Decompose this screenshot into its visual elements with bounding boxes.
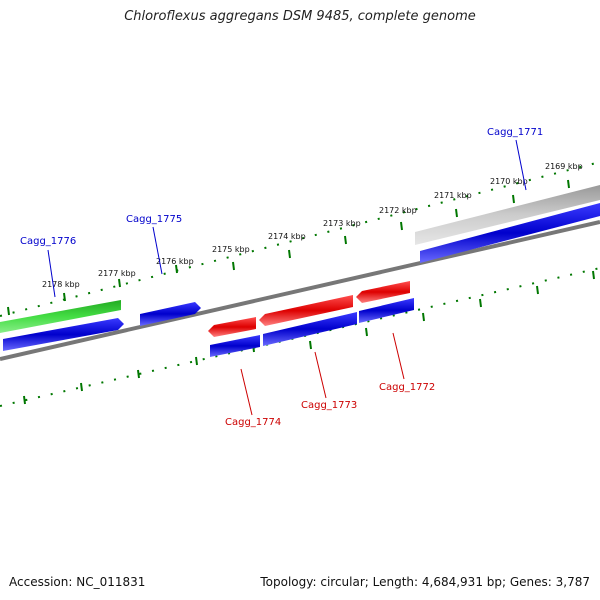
map-title: Chloroflexus aggregans DSM 9485, complet… bbox=[124, 9, 476, 24]
cds-feature[interactable] bbox=[140, 302, 201, 326]
gene-label[interactable]: Cagg_1775 bbox=[126, 214, 182, 225]
cds-forward-track bbox=[3, 203, 600, 357]
genome-stats: Topology: circular; Length: 4,684,931 bp… bbox=[260, 575, 590, 589]
accession-info: Accession: NC_011831 bbox=[9, 575, 146, 589]
kbp-label: 2172 kbp bbox=[379, 206, 417, 215]
gene-band-green[interactable] bbox=[0, 300, 121, 333]
kbp-label: 2170 kbp bbox=[490, 177, 528, 186]
cds-feature[interactable] bbox=[210, 335, 260, 357]
kbp-label: 2171 kbp bbox=[434, 191, 472, 200]
cds-feature[interactable] bbox=[359, 298, 414, 323]
gene-band-gray[interactable] bbox=[415, 185, 600, 245]
kbp-label: 2169 kbp bbox=[545, 162, 583, 171]
inner-tick-track bbox=[0, 267, 600, 407]
kbp-label: 2174 kbp bbox=[268, 232, 306, 241]
cds-reverse-track bbox=[208, 281, 410, 337]
gene-label[interactable]: Cagg_1771 bbox=[487, 127, 543, 138]
cds-feature[interactable] bbox=[356, 281, 410, 303]
cds-feature[interactable] bbox=[263, 312, 357, 346]
cds-feature[interactable] bbox=[259, 295, 353, 326]
genome-backbone bbox=[0, 220, 600, 361]
kbp-label: 2178 kbp bbox=[42, 280, 80, 289]
gene-label[interactable]: Cagg_1776 bbox=[20, 236, 76, 247]
kbp-label: 2176 kbp bbox=[156, 257, 194, 266]
gene-labels: Cagg_1776 Cagg_1775 Cagg_1774 Cagg_1773 … bbox=[20, 127, 543, 428]
gene-label[interactable]: Cagg_1774 bbox=[225, 417, 281, 428]
cds-feature[interactable] bbox=[420, 203, 600, 263]
kbp-label: 2173 kbp bbox=[323, 219, 361, 228]
kbp-label: 2177 kbp bbox=[98, 269, 136, 278]
cds-feature[interactable] bbox=[3, 318, 124, 351]
kbp-scale: 2178 kbp 2177 kbp 2176 kbp 2175 kbp 2174… bbox=[42, 162, 583, 289]
gene-label[interactable]: Cagg_1772 bbox=[379, 382, 435, 393]
kbp-label: 2175 kbp bbox=[212, 245, 250, 254]
outer-tick-track bbox=[0, 161, 600, 317]
cds-feature[interactable] bbox=[208, 317, 256, 337]
gene-label[interactable]: Cagg_1773 bbox=[301, 400, 357, 411]
